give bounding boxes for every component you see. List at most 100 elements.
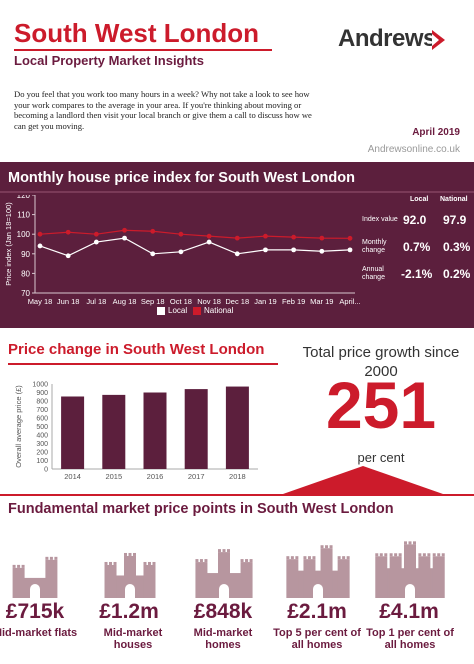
bar bbox=[143, 392, 167, 469]
x-tick-label: 2017 bbox=[188, 472, 205, 481]
castle-door bbox=[313, 584, 323, 598]
y-tick-label: 300 bbox=[36, 441, 48, 448]
castle-merlon bbox=[54, 556, 58, 560]
castle-merlon bbox=[286, 556, 290, 560]
castle-merlon bbox=[143, 561, 147, 565]
data-point-local bbox=[150, 251, 156, 257]
castle-merlon bbox=[249, 559, 253, 563]
data-point-national bbox=[37, 231, 43, 237]
castle-merlon bbox=[337, 556, 341, 560]
y-tick-label: 80 bbox=[21, 269, 30, 278]
data-point-local bbox=[178, 249, 184, 255]
stats-col-national: National bbox=[440, 196, 468, 203]
legend-label-national: National bbox=[204, 306, 234, 315]
castle-icon bbox=[12, 556, 58, 598]
data-point-national bbox=[263, 233, 268, 239]
castle-merlon bbox=[109, 561, 113, 565]
x-tick-label: April... bbox=[339, 297, 360, 306]
castle-merlon bbox=[113, 561, 117, 565]
data-point-national bbox=[319, 235, 325, 241]
castle-merlon bbox=[432, 553, 436, 557]
castle-merlon bbox=[437, 553, 441, 557]
y-tick-label: 700 bbox=[36, 407, 48, 414]
castle-merlon bbox=[195, 559, 199, 563]
y-tick-label: 110 bbox=[17, 211, 30, 220]
page-subtitle: Local Property Market Insights bbox=[14, 53, 204, 68]
bar bbox=[61, 396, 85, 469]
castle-tower bbox=[337, 559, 350, 598]
y-tick-label: 70 bbox=[21, 289, 30, 298]
castle-merlon bbox=[21, 564, 25, 568]
stats-row-label: Annual change bbox=[362, 266, 385, 281]
data-point-local bbox=[263, 247, 268, 253]
castle-tower bbox=[418, 556, 431, 598]
y-tick-label: 0 bbox=[44, 467, 48, 474]
price-points-divider bbox=[0, 494, 474, 496]
castle-icon bbox=[195, 549, 253, 598]
castle-merlon bbox=[346, 556, 350, 560]
castle-merlon bbox=[49, 556, 53, 560]
castle-merlon bbox=[222, 549, 226, 553]
stats-annual-local: -2.1% bbox=[401, 267, 433, 281]
castle-merlon bbox=[427, 553, 431, 557]
data-point-local bbox=[206, 239, 212, 245]
castle-merlon bbox=[418, 553, 422, 557]
x-tick-label: Oct 18 bbox=[170, 297, 192, 306]
x-tick-label: 2016 bbox=[147, 472, 164, 481]
castle-tower bbox=[320, 548, 333, 598]
castle-merlon bbox=[227, 549, 230, 553]
y-tick-label: 500 bbox=[36, 424, 48, 431]
total-growth-value: 251 bbox=[325, 368, 437, 442]
price-point-value: £1.2m bbox=[99, 600, 159, 623]
castle-tower bbox=[240, 562, 253, 598]
castle-tower bbox=[45, 559, 58, 598]
castle-merlon bbox=[408, 541, 412, 545]
castle-tower bbox=[375, 556, 388, 598]
x-tick-label: May 18 bbox=[28, 297, 53, 306]
castle-door bbox=[405, 584, 415, 598]
intro-text: Do you feel that you work too many hours… bbox=[14, 89, 312, 131]
castle-merlon bbox=[245, 559, 249, 563]
castle-merlon bbox=[329, 545, 333, 549]
y-axis-label: Price index (Jan 18=100) bbox=[4, 202, 13, 286]
brand-logo[interactable]: Andrews bbox=[338, 25, 436, 52]
total-growth-label: Total price growth since 2000 bbox=[302, 344, 460, 380]
price-point-label: Mid-market flats bbox=[0, 627, 78, 639]
data-point-national bbox=[206, 233, 212, 239]
castle-merlon bbox=[104, 561, 108, 565]
x-tick-label: 2015 bbox=[105, 472, 122, 481]
price-points-title: Fundamental market price points in South… bbox=[8, 501, 394, 517]
castle-door bbox=[125, 584, 135, 598]
data-point-local bbox=[65, 253, 71, 259]
data-point-national bbox=[93, 231, 99, 237]
price-point-value: £715k bbox=[5, 600, 65, 623]
castle-merlon bbox=[404, 541, 407, 545]
y-tick-label: 120 bbox=[17, 195, 31, 200]
castle-merlon bbox=[124, 552, 127, 556]
castle-merlon bbox=[389, 553, 393, 557]
x-tick-label: Jun 18 bbox=[57, 297, 80, 306]
series-line-national bbox=[39, 229, 351, 239]
index-section-divider bbox=[0, 191, 474, 193]
castle-icon bbox=[286, 545, 350, 598]
castle-merlon bbox=[152, 561, 156, 565]
castle-merlon bbox=[147, 561, 151, 565]
website-link[interactable]: Andrewsonline.co.uk bbox=[367, 144, 460, 155]
y-tick-label: 900 bbox=[36, 390, 48, 397]
castle-merlon bbox=[441, 553, 445, 557]
x-tick-label: 2018 bbox=[229, 472, 246, 481]
price-point-value: £848k bbox=[193, 600, 253, 623]
data-point-local bbox=[122, 235, 127, 241]
legend-swatch-local bbox=[157, 307, 165, 315]
castle-door bbox=[219, 584, 229, 598]
castle-merlon bbox=[45, 556, 49, 560]
price-point-label: Top 1 per cent of all homes bbox=[366, 627, 454, 651]
y-tick-label: 800 bbox=[36, 399, 48, 406]
price-point-label: Mid-market homes bbox=[193, 627, 253, 651]
castle-merlon bbox=[133, 552, 136, 556]
castle-tower bbox=[104, 564, 117, 598]
castle-merlon bbox=[240, 559, 244, 563]
legend-swatch-national bbox=[193, 307, 201, 315]
castle-merlon bbox=[312, 556, 316, 560]
price-point-label: Top 5 per cent of all homes bbox=[273, 627, 361, 651]
